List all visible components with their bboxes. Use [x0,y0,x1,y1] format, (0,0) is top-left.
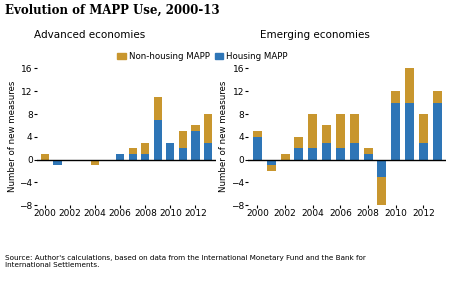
Text: Source: Author's calculations, based on data from the International Monetary Fun: Source: Author's calculations, based on … [5,255,365,268]
Bar [91,160,99,165]
Bar [335,114,344,148]
Bar [153,120,162,160]
Bar [179,131,187,148]
Bar [266,165,275,171]
Bar [252,131,261,160]
Bar [266,160,275,165]
Bar [294,148,303,160]
Text: Evolution of MAPP Use, 2000-13: Evolution of MAPP Use, 2000-13 [5,4,219,17]
Text: Emerging economies: Emerging economies [260,30,369,40]
Bar [203,114,212,142]
Y-axis label: Number of new measures: Number of new measures [8,81,17,192]
Bar [404,28,413,103]
Bar [418,114,427,142]
Bar [280,154,289,160]
Bar [363,154,372,160]
Bar [166,142,174,160]
Bar [418,142,427,160]
Bar [335,148,344,160]
Bar [390,91,399,103]
Bar [116,154,124,160]
Bar [404,103,413,160]
Bar [252,131,261,137]
Bar [191,131,199,160]
Bar [53,160,62,165]
Bar [349,142,358,160]
Bar [294,137,303,148]
Bar [376,177,386,217]
Bar [179,148,187,160]
Bar [363,148,372,154]
Bar [141,154,149,160]
Bar [153,97,162,120]
Bar [308,148,317,160]
Bar [41,154,49,160]
Bar [91,160,99,165]
Bar [432,103,441,160]
Bar [376,160,386,177]
Bar [308,114,317,148]
Y-axis label: Number of new measures: Number of new measures [219,81,228,192]
Bar [141,142,149,154]
Bar [432,91,441,103]
Bar [321,125,330,142]
Text: Advanced economies: Advanced economies [34,30,145,40]
Bar [390,103,399,160]
Bar [191,125,199,131]
Bar [129,154,137,160]
Bar [349,114,358,142]
Bar [321,142,330,160]
Bar [129,148,137,154]
Bar [203,142,212,160]
Legend: Non-housing MAPP, Housing MAPP: Non-housing MAPP, Housing MAPP [114,48,290,64]
